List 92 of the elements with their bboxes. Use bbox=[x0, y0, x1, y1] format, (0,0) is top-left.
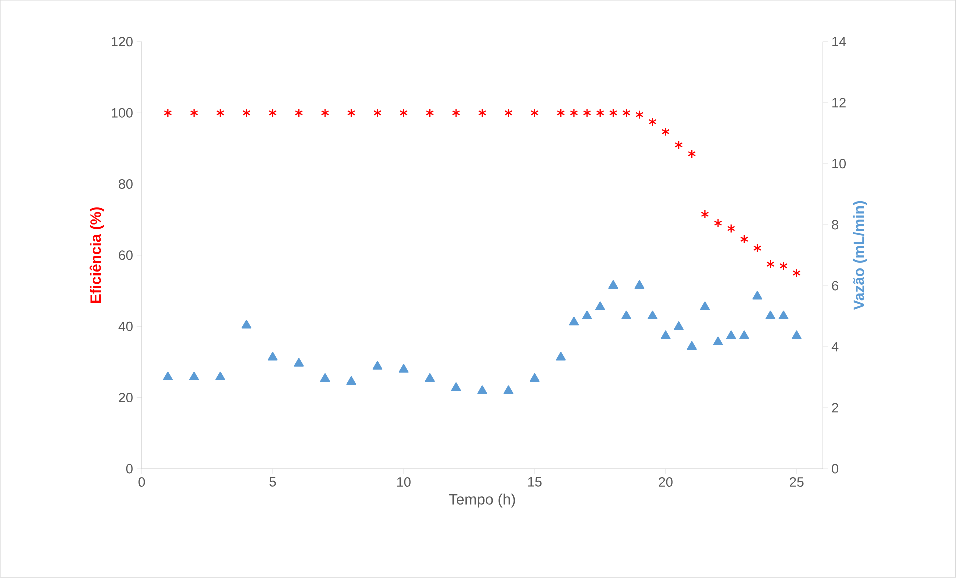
y2-tick-label: 12 bbox=[832, 98, 846, 108]
x-tick-label: 5 bbox=[270, 478, 276, 487]
point bbox=[740, 234, 749, 244]
y-axis-title: Eficiência (%) bbox=[90, 208, 104, 304]
point bbox=[727, 224, 736, 234]
y2-tick-label: 8 bbox=[832, 220, 838, 230]
point bbox=[740, 330, 750, 340]
point bbox=[452, 108, 460, 118]
point bbox=[216, 108, 225, 118]
x-tick-label: 0 bbox=[138, 478, 146, 488]
point bbox=[268, 352, 278, 361]
y-tick-label: 20 bbox=[119, 393, 133, 403]
point bbox=[662, 127, 670, 137]
point bbox=[608, 280, 618, 290]
point bbox=[766, 260, 775, 269]
point bbox=[583, 108, 592, 118]
point bbox=[609, 108, 618, 118]
point bbox=[242, 320, 252, 329]
y-tick-label: 80 bbox=[119, 180, 133, 190]
x-tick-label: 20 bbox=[659, 478, 673, 488]
point bbox=[648, 117, 657, 127]
point bbox=[398, 364, 409, 373]
point bbox=[163, 372, 174, 381]
point bbox=[754, 244, 762, 253]
point bbox=[321, 108, 330, 118]
point bbox=[372, 361, 383, 370]
y2-tick-label: 14 bbox=[832, 37, 846, 47]
point bbox=[570, 108, 578, 118]
y2-tick-label: 6 bbox=[832, 281, 838, 291]
point bbox=[216, 372, 226, 381]
y2-axis-title: Vazão (mL/min) bbox=[853, 201, 868, 310]
point bbox=[713, 336, 724, 346]
point bbox=[320, 373, 330, 382]
point bbox=[634, 280, 645, 290]
y2-tick-label: 4 bbox=[832, 342, 839, 352]
point bbox=[636, 110, 644, 120]
point bbox=[766, 310, 776, 320]
y-tick-label: 0 bbox=[126, 464, 133, 474]
point bbox=[478, 108, 487, 118]
y-tick-label: 120 bbox=[112, 37, 133, 47]
point bbox=[780, 262, 788, 271]
y-tick-label: 60 bbox=[119, 250, 133, 260]
point bbox=[674, 322, 684, 330]
point bbox=[295, 108, 304, 118]
y2-tick-label: 10 bbox=[832, 159, 846, 169]
point bbox=[660, 330, 671, 340]
x-axis-title: Tempo (h) bbox=[449, 494, 516, 508]
y2-tick-label: 2 bbox=[832, 403, 838, 413]
point bbox=[346, 376, 356, 386]
point bbox=[778, 310, 789, 320]
point bbox=[700, 302, 710, 310]
point bbox=[557, 108, 566, 118]
x-tick-label: 15 bbox=[528, 478, 542, 487]
point bbox=[714, 218, 722, 228]
point bbox=[726, 330, 736, 340]
point bbox=[400, 108, 408, 118]
point bbox=[425, 373, 436, 382]
point bbox=[426, 108, 434, 118]
point bbox=[268, 108, 277, 118]
point bbox=[451, 382, 462, 392]
point bbox=[648, 310, 658, 320]
point bbox=[242, 108, 251, 118]
point bbox=[792, 330, 802, 340]
point bbox=[752, 291, 762, 300]
x-tick-label: 10 bbox=[397, 478, 411, 488]
point bbox=[504, 386, 514, 394]
point bbox=[189, 372, 200, 381]
y2-tick-label: 0 bbox=[832, 464, 839, 474]
point bbox=[596, 108, 604, 118]
point bbox=[622, 108, 631, 118]
point bbox=[530, 108, 539, 118]
point bbox=[701, 210, 710, 220]
point bbox=[164, 108, 172, 118]
point bbox=[556, 352, 566, 361]
point bbox=[582, 310, 592, 320]
point bbox=[347, 108, 356, 118]
point bbox=[478, 386, 488, 394]
point bbox=[190, 108, 198, 118]
point bbox=[792, 268, 801, 278]
point bbox=[569, 317, 580, 326]
y-tick-label: 40 bbox=[118, 322, 133, 332]
point bbox=[530, 373, 540, 382]
point bbox=[622, 310, 632, 320]
x-tick-label: 25 bbox=[790, 478, 804, 488]
point bbox=[687, 341, 697, 350]
point bbox=[374, 108, 382, 118]
point bbox=[504, 108, 513, 118]
y-tick-label: 100 bbox=[112, 108, 133, 118]
point bbox=[294, 358, 304, 367]
point bbox=[595, 302, 606, 310]
point bbox=[688, 149, 696, 159]
point bbox=[674, 140, 684, 150]
